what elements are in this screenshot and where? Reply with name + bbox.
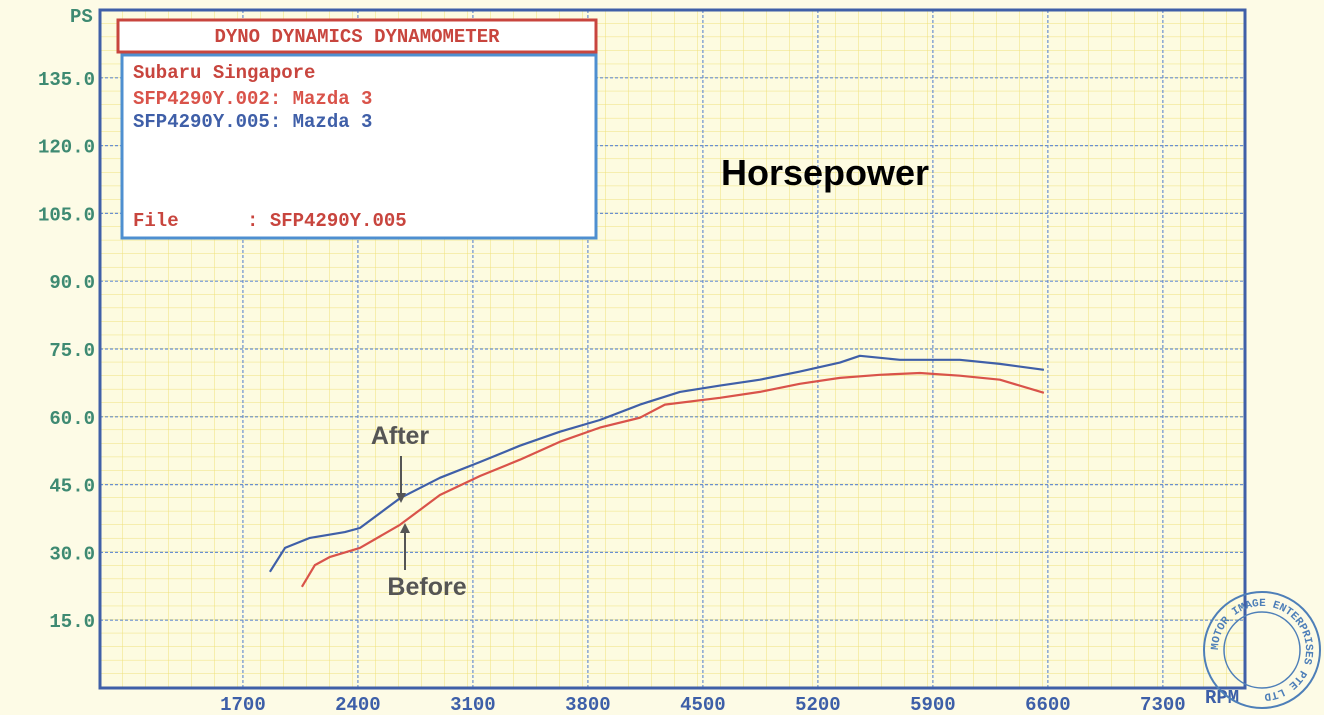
x-tick-label: 6600: [1025, 694, 1071, 715]
x-tick-label: 1700: [220, 694, 266, 715]
y-tick-label: 135.0: [38, 69, 95, 91]
y-tick-label: 105.0: [38, 204, 95, 226]
x-axis-label: RPM: [1205, 687, 1239, 709]
y-axis-label: PS: [70, 6, 93, 28]
plot-frame: [98, 8, 1247, 690]
file-label: File : SFP4290Y.005: [133, 210, 407, 232]
annotation: Before: [387, 573, 466, 601]
x-tick-label: 3800: [565, 694, 611, 715]
stamp-ring: [1223, 611, 1301, 689]
stamp-ring: [1203, 591, 1321, 709]
y-tick-label: 60.0: [49, 408, 95, 430]
x-tick-label: 5900: [910, 694, 956, 715]
chart-label: Horsepower: [721, 152, 929, 193]
series-line: [300, 371, 1045, 588]
info-box: [120, 53, 598, 240]
y-tick-label: 15.0: [49, 611, 95, 633]
x-tick-label: 5200: [795, 694, 841, 715]
x-tick-label: 2400: [335, 694, 381, 715]
subtitle: Subaru Singapore: [133, 62, 315, 84]
legend-entry: SFP4290Y.005: Mazda 3: [133, 111, 372, 133]
title-box: [116, 18, 598, 54]
annotation: After: [371, 422, 430, 450]
x-tick-label: 3100: [450, 694, 496, 715]
y-tick-label: 90.0: [49, 272, 95, 294]
x-tick-label: 7300: [1140, 694, 1186, 715]
chart-title: DYNO DYNAMICS DYNAMOMETER: [214, 26, 500, 48]
y-tick-label: 120.0: [38, 137, 95, 159]
y-tick-label: 30.0: [49, 543, 95, 565]
legend-entry: SFP4290Y.002: Mazda 3: [133, 88, 372, 110]
y-tick-label: 75.0: [49, 340, 95, 362]
y-tick-label: 45.0: [49, 476, 95, 498]
x-tick-label: 4500: [680, 694, 726, 715]
series-line: [268, 354, 1045, 573]
